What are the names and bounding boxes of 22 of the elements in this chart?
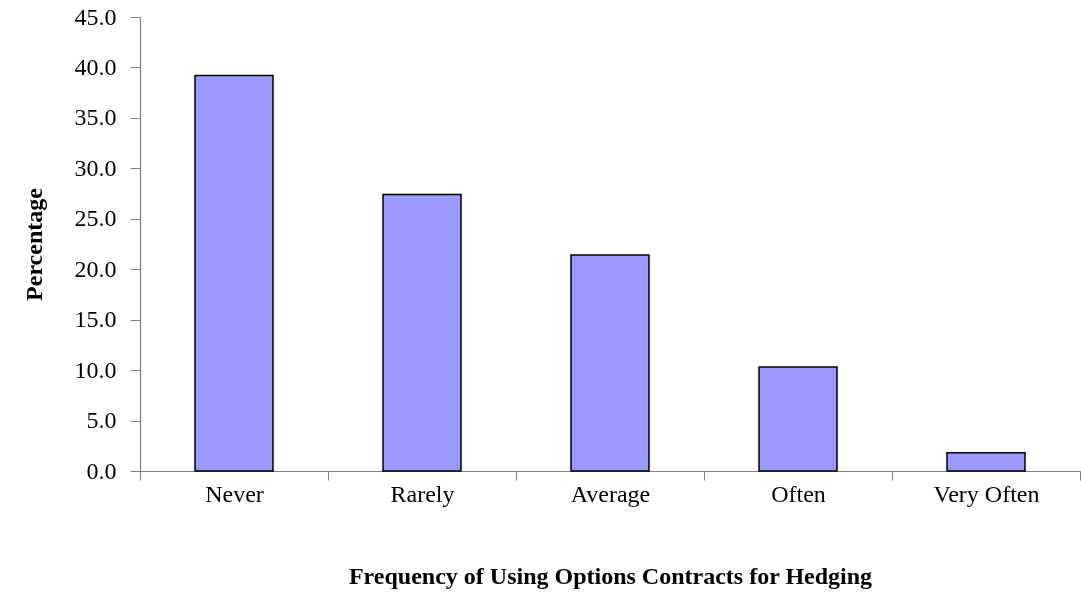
y-tick-label: 15.0 xyxy=(74,306,117,333)
bar xyxy=(382,193,462,472)
y-tick-label: 45.0 xyxy=(74,3,117,30)
x-tick-label: Rarely xyxy=(390,480,455,507)
x-axis-title: Frequency of Using Options Contracts for Hedging xyxy=(348,562,873,589)
y-tick-label: 5.0 xyxy=(86,407,117,434)
y-axis-title: Percentage xyxy=(20,187,47,301)
x-tick-label: Very Often xyxy=(933,480,1040,507)
y-tick-label: 35.0 xyxy=(74,104,117,131)
y-tick-label: 40.0 xyxy=(74,53,117,80)
y-tick-label: 30.0 xyxy=(74,154,117,181)
bar xyxy=(758,366,838,472)
bar xyxy=(194,74,274,472)
x-tick-label: Often xyxy=(771,480,826,507)
bar xyxy=(946,452,1026,472)
x-tick-label: Average xyxy=(570,480,651,507)
bar xyxy=(570,254,650,472)
y-tick-label: 25.0 xyxy=(74,205,117,232)
y-tick-label: 20.0 xyxy=(74,255,117,282)
y-tick-label: 10.0 xyxy=(74,356,117,383)
y-tick-label: 0.0 xyxy=(86,457,117,484)
x-tick-label: Never xyxy=(205,480,264,507)
